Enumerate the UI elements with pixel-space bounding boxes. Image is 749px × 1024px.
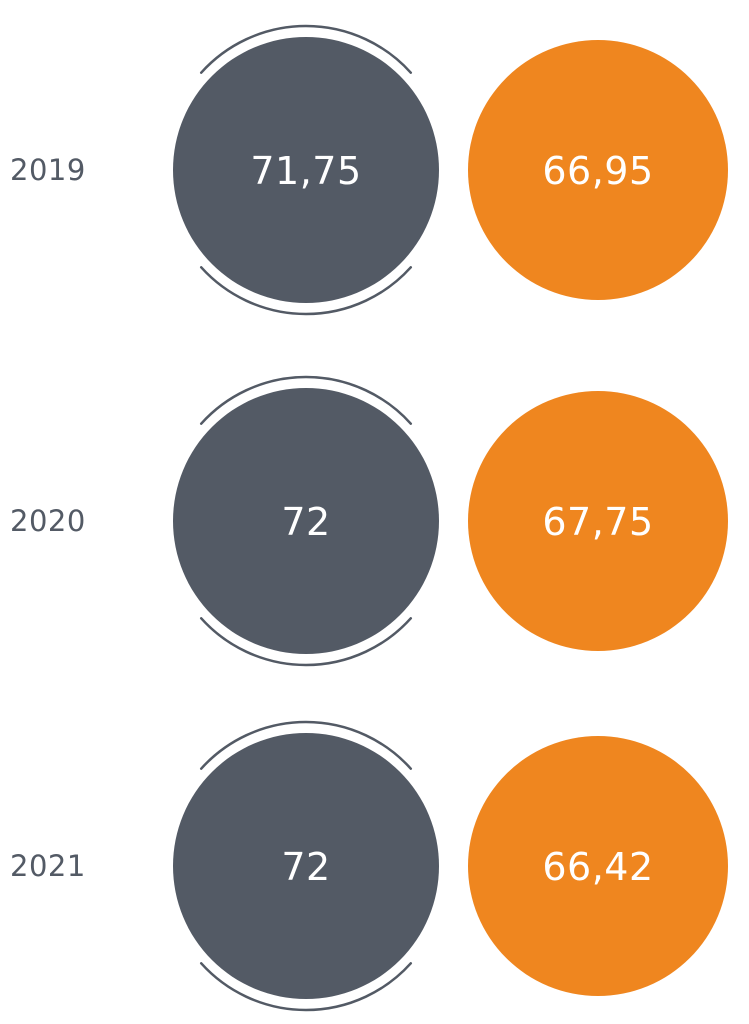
ring-arc-bottom: [199, 266, 413, 316]
series-b-value: 66,95: [542, 149, 653, 193]
year-label: 2019: [10, 153, 86, 187]
series-b-circle: [468, 391, 728, 651]
ring-arc-top: [199, 375, 413, 425]
series-b-value: 66,42: [542, 845, 653, 889]
ring-arc-top: [199, 720, 413, 770]
series-a-circle: [173, 733, 439, 999]
ring-arc-bottom: [199, 962, 413, 1012]
series-b-circle: [468, 736, 728, 996]
year-label: 2021: [10, 849, 86, 883]
series-a-circle: [173, 388, 439, 654]
year-label: 2020: [10, 504, 86, 538]
ring-arc-bottom: [199, 617, 413, 667]
ring-arc-top: [199, 24, 413, 74]
series-a-circle: [173, 37, 439, 303]
series-a-value: 72: [281, 845, 330, 889]
series-a-value: 71,75: [250, 149, 361, 193]
series-b-value: 67,75: [542, 500, 653, 544]
series-a-value: 72: [281, 500, 330, 544]
series-b-circle: [468, 40, 728, 300]
